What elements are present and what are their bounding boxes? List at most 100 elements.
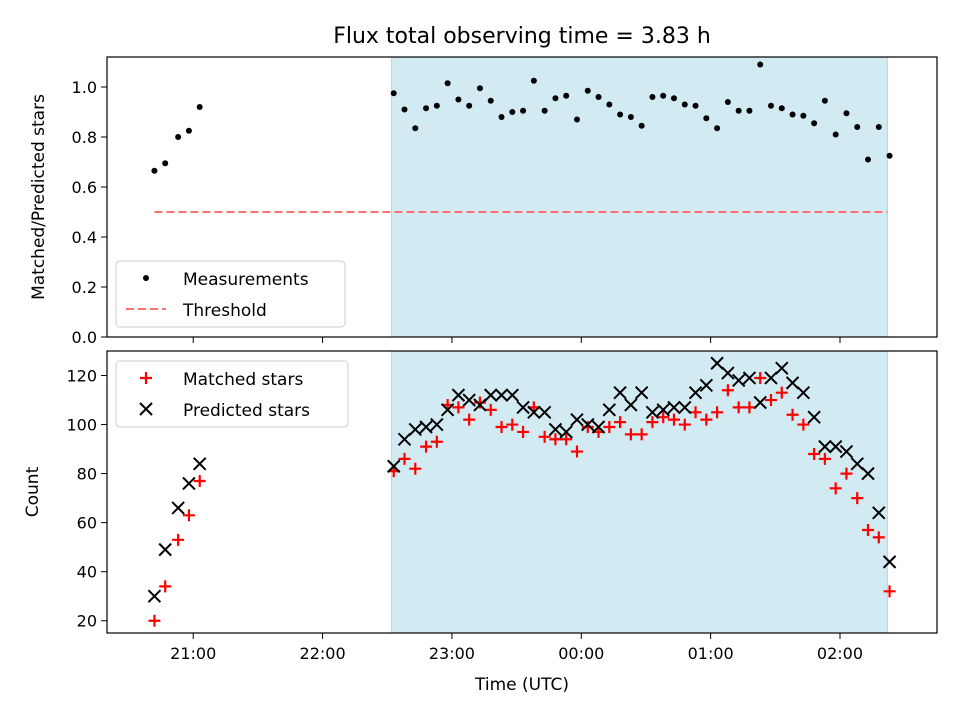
predicted-star-point	[581, 417, 595, 432]
legend-box	[115, 260, 346, 328]
matched-star-point	[495, 421, 508, 434]
predicted-star-point	[430, 417, 444, 432]
predicted-star-point	[440, 403, 455, 417]
predicted-star-point	[850, 457, 864, 471]
matched-star-point	[775, 386, 788, 399]
predicted-star-point	[537, 405, 552, 420]
predicted-star-point	[796, 385, 811, 400]
measurement-point	[151, 167, 158, 174]
x-tick-label: 01:00	[688, 644, 734, 663]
predicted-star-point	[516, 400, 530, 415]
matched-star-point	[398, 452, 411, 465]
predicted-star-point	[559, 425, 573, 439]
matched-star-point	[883, 585, 896, 598]
x-tick-label: 00:00	[558, 644, 604, 663]
predicted-star-point	[171, 501, 185, 515]
axes-frame	[106, 56, 938, 338]
y-tick-label: 60	[77, 514, 97, 533]
predicted-star-point	[882, 555, 897, 569]
x-tick-label: 02:00	[817, 644, 863, 663]
matched-star-point	[624, 428, 637, 441]
predicted-star-point	[818, 439, 832, 454]
matched-star-point	[614, 416, 627, 429]
measurement-point	[487, 97, 494, 104]
predicted-star-point	[828, 439, 843, 454]
matched-star-point	[172, 533, 185, 546]
y-tick-label: 0.4	[72, 228, 97, 247]
matched-star-point	[711, 406, 724, 419]
matched-star-point	[678, 418, 691, 431]
matched-star-point	[603, 421, 616, 434]
matched-star-point	[581, 421, 594, 434]
y-tick-label: 100	[66, 416, 97, 435]
predicted-star-point	[775, 361, 789, 375]
measurement-point	[832, 131, 839, 138]
measurement-point	[606, 101, 613, 108]
measurement-point	[746, 107, 753, 114]
predicted-star-point	[753, 395, 767, 410]
matched-star-point	[409, 462, 422, 475]
y-tick-label: 80	[77, 465, 97, 484]
predicted-star-point	[397, 432, 412, 446]
matched-star-point	[732, 401, 745, 414]
predicted-star-point	[387, 459, 401, 473]
matched-star-point	[484, 403, 497, 416]
predicted-star-point	[764, 371, 778, 385]
measurement-point	[703, 115, 710, 122]
y-tick-label: 0.2	[72, 278, 97, 297]
predicted-star-point	[484, 388, 498, 402]
predicted-star-point	[688, 385, 703, 400]
matched-star-point	[148, 614, 161, 627]
matched-star-point	[463, 413, 476, 426]
measurement-point	[875, 124, 882, 130]
predicted-star-point	[731, 373, 746, 388]
measurement-point	[714, 125, 721, 132]
legend-label: Threshold	[182, 301, 267, 321]
predicted-star-point	[527, 405, 541, 420]
matched-star-point	[517, 425, 530, 438]
matched-star-point	[635, 428, 648, 441]
x-tick-label: 21:00	[170, 644, 216, 663]
predicted-star-point	[656, 403, 670, 417]
measurement-point	[573, 116, 580, 123]
measurement-point	[509, 109, 516, 115]
matched-star-point	[700, 413, 713, 426]
axes-frame	[106, 350, 938, 634]
legend-marker-predicted	[139, 402, 153, 416]
predicted-star-point	[742, 371, 757, 385]
matched-star-point	[797, 418, 810, 431]
measurement-point	[390, 90, 397, 97]
matched-star-point	[765, 394, 777, 407]
measurement-point	[854, 124, 861, 130]
measurement-point	[175, 134, 182, 140]
predicted-star-point	[861, 466, 875, 481]
predicted-star-point	[419, 420, 433, 434]
measurement-point	[735, 107, 742, 114]
matched-star-point	[689, 406, 702, 419]
predicted-star-point	[699, 378, 714, 393]
measurement-point	[638, 122, 645, 129]
matched-star-point	[420, 440, 433, 453]
predicted-star-point	[667, 400, 681, 415]
legend-label: Predicted stars	[183, 401, 310, 421]
matched-star-point	[538, 430, 551, 443]
matched-star-point	[646, 416, 659, 429]
predicted-star-point	[807, 410, 821, 424]
measurement-point	[455, 96, 462, 103]
measurement-point	[520, 107, 527, 114]
matched-star-point	[840, 467, 853, 480]
predicted-star-point	[494, 388, 509, 402]
measurement-point	[196, 104, 203, 110]
matched-star-point	[786, 408, 799, 421]
measurement-point	[811, 120, 818, 127]
measurement-point	[789, 111, 796, 118]
measurement-point	[821, 97, 828, 104]
y-tick-label: 120	[66, 367, 97, 386]
measurement-point	[865, 156, 872, 163]
y-tick-label: 0.0	[72, 328, 97, 347]
predicted-star-point	[158, 542, 172, 557]
predicted-star-point	[710, 356, 724, 370]
measurement-point	[627, 114, 634, 120]
measurement-point	[433, 102, 440, 109]
